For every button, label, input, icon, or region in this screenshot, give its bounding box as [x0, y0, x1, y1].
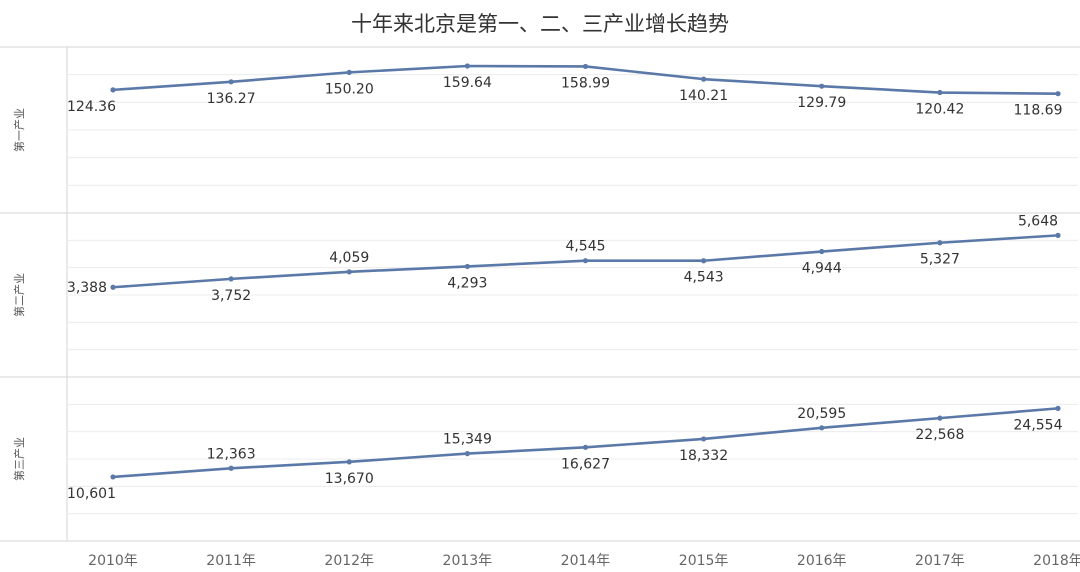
data-label: 5,648 — [1018, 213, 1058, 229]
data-label: 150.20 — [325, 81, 374, 97]
x-tick-label: 2012年 — [324, 553, 374, 569]
row-label: 第二产业 — [12, 273, 26, 317]
data-label: 20,595 — [797, 406, 846, 422]
data-label: 4,545 — [565, 239, 605, 255]
data-label: 124.36 — [67, 99, 116, 115]
data-point — [819, 83, 825, 89]
x-tick-label: 2017年 — [915, 553, 965, 569]
data-label: 24,554 — [1014, 417, 1063, 433]
data-label: 22,568 — [915, 427, 964, 443]
x-tick-label: 2011年 — [206, 553, 256, 569]
chart-title: 十年来北京是第一、二、三产业增长趋势 — [351, 12, 729, 36]
x-tick-label: 2015年 — [679, 553, 729, 569]
data-label: 3,388 — [67, 280, 107, 296]
data-label: 136.27 — [207, 91, 256, 107]
data-label: 4,059 — [329, 250, 369, 266]
data-point — [1055, 405, 1061, 411]
data-label: 4,543 — [684, 270, 724, 286]
data-point — [110, 87, 116, 93]
data-point — [110, 474, 116, 480]
data-point — [937, 415, 943, 421]
data-point — [228, 465, 234, 471]
data-point — [701, 76, 707, 82]
data-point — [464, 263, 470, 270]
data-label: 158.99 — [561, 75, 610, 91]
data-point — [346, 69, 352, 75]
x-tick-label: 2018年 — [1033, 553, 1080, 569]
data-label: 5,327 — [920, 252, 960, 268]
data-point — [110, 284, 116, 290]
data-label: 18,332 — [679, 448, 728, 464]
data-point — [582, 63, 589, 70]
data-point — [1055, 91, 1061, 97]
data-point — [582, 258, 589, 264]
data-label: 12,363 — [207, 446, 256, 462]
data-point — [937, 89, 943, 96]
data-label: 140.21 — [679, 88, 728, 104]
data-point — [701, 436, 707, 442]
data-label: 4,293 — [447, 275, 487, 291]
data-point — [819, 248, 825, 255]
data-label: 120.42 — [915, 102, 964, 118]
data-point — [937, 240, 943, 246]
x-tick-label: 2010年 — [88, 553, 138, 569]
data-label: 4,944 — [802, 261, 842, 277]
row-label: 第三产业 — [12, 437, 26, 481]
data-label: 159.64 — [443, 75, 492, 91]
data-label: 129.79 — [797, 95, 846, 111]
data-point — [228, 79, 234, 85]
data-point — [228, 276, 234, 282]
data-point — [582, 444, 589, 450]
data-label: 16,627 — [561, 456, 610, 472]
x-tick-label: 2016年 — [797, 553, 847, 569]
x-tick-label: 2013年 — [443, 553, 493, 569]
data-label: 13,670 — [325, 471, 374, 487]
data-point — [464, 451, 470, 457]
data-point — [1055, 232, 1061, 238]
data-point — [346, 269, 352, 275]
data-point — [701, 258, 707, 264]
x-tick-label: 2014年 — [561, 553, 611, 569]
data-point — [464, 63, 470, 69]
data-point — [819, 425, 825, 431]
data-label: 3,752 — [211, 288, 251, 304]
data-label: 10,601 — [67, 486, 116, 502]
data-label: 15,349 — [443, 432, 492, 448]
row-label: 第一产业 — [12, 108, 26, 152]
data-point — [346, 459, 352, 465]
data-label: 118.69 — [1014, 103, 1063, 119]
